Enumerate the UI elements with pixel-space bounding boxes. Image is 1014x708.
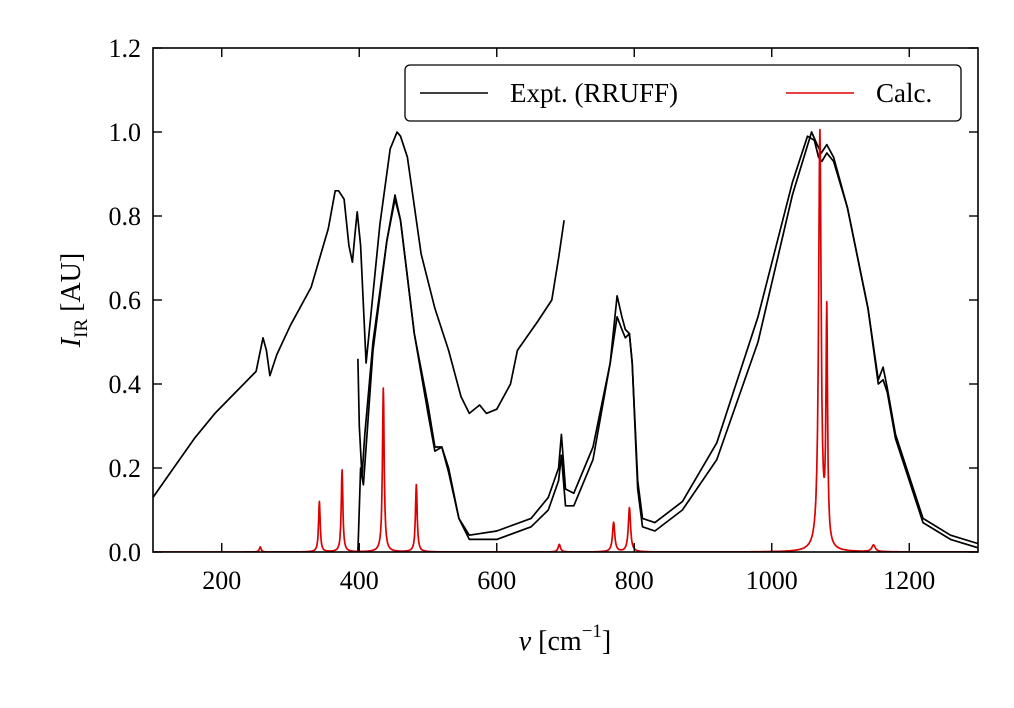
y-tick-label: 0.6 xyxy=(109,286,142,315)
legend: Expt. (RRUFF) Calc. xyxy=(404,64,962,122)
y-axis-unit: [AU] xyxy=(56,253,87,319)
legend-calc-label: Calc. xyxy=(876,78,932,108)
x-axis-unit-close: ] xyxy=(602,626,611,657)
series-line-expt-0 xyxy=(153,131,565,498)
x-tick-label: 800 xyxy=(615,566,654,595)
x-tick-label: 1000 xyxy=(746,566,798,595)
y-tick-label: 0.0 xyxy=(109,538,142,567)
series-line-expt-2 xyxy=(357,131,978,549)
y-tick-label: 1.0 xyxy=(109,118,142,147)
y-tick-label: 0.4 xyxy=(109,370,142,399)
x-axis-unit-open: [cm xyxy=(531,626,582,657)
y-tick-label: 1.2 xyxy=(109,34,142,63)
plot-area: 200 400 600 800 1000 1200 0.0 0.2 0.4 0.6 0.8 1.0 1.… xyxy=(109,34,979,595)
y-tick-label: 0.8 xyxy=(109,202,142,231)
x-axis-symbol: v xyxy=(519,626,532,657)
y-axis-subscript: IR xyxy=(71,319,92,338)
y-axis-label: IIR [AU] xyxy=(56,253,92,348)
x-tick-label: 400 xyxy=(340,566,379,595)
x-tick-label: 1200 xyxy=(883,566,935,595)
x-tick-label: 200 xyxy=(202,566,241,595)
legend-expt-label: Expt. (RRUFF) xyxy=(510,78,678,108)
legend-box xyxy=(404,64,962,122)
x-axis-label: v [cm−1] xyxy=(519,621,612,657)
x-tick-label: 600 xyxy=(477,566,516,595)
x-axis-unit-exponent: −1 xyxy=(582,621,602,642)
ticks-layer: 200 400 600 800 1000 1200 0.0 0.2 0.4 0.6 0.8 1.0 1.… xyxy=(109,34,978,595)
y-tick-label: 0.2 xyxy=(109,454,142,483)
y-axis-symbol: I xyxy=(56,336,87,348)
